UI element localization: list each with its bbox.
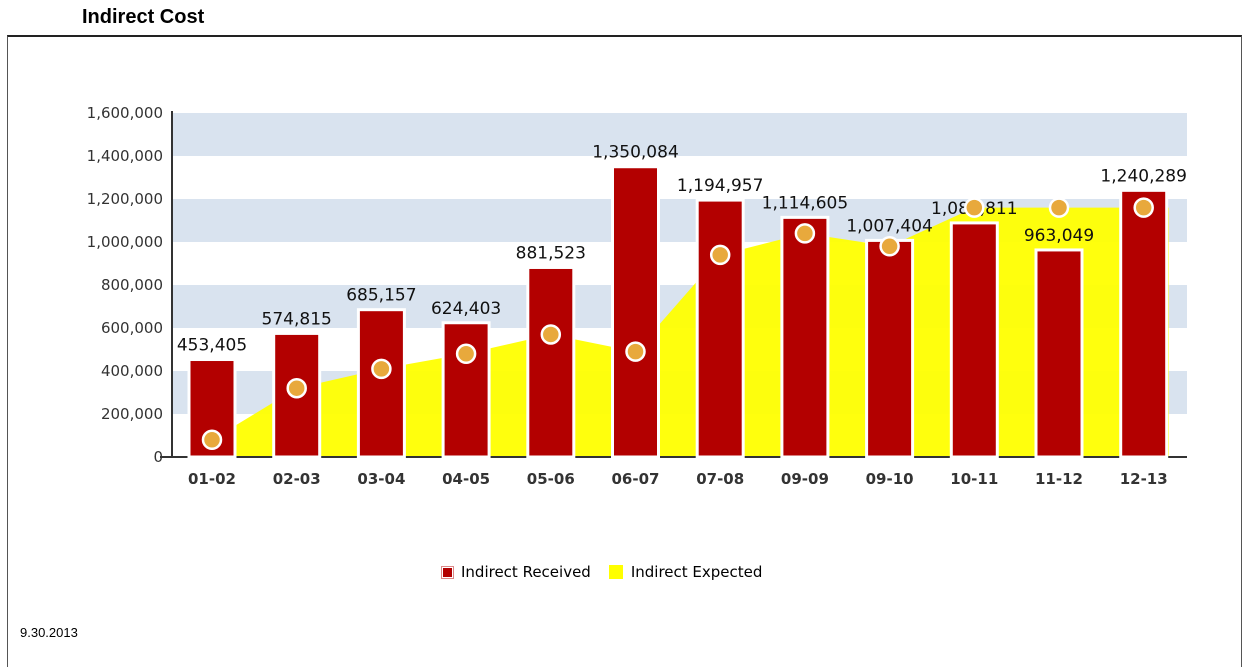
expected-marker (1048, 197, 1070, 218)
y-tick-label: 200,000 (101, 405, 163, 423)
x-tick-label: 01-02 (188, 470, 236, 488)
y-tick-label: 1,200,000 (87, 190, 163, 208)
y-tick-label: 1,600,000 (87, 104, 163, 122)
expected-marker (794, 223, 816, 244)
bar-indirect-received (865, 238, 915, 459)
bar-indirect-received (356, 308, 406, 459)
x-tick-label: 02-03 (273, 470, 321, 488)
bar-indirect-received (611, 165, 660, 459)
chart-frame (7, 35, 1242, 667)
indirect-cost-chart: 0 200,000 400,000 600,000 800,000 1,000,000 1,… (87, 104, 1187, 488)
bar-indirect-received (526, 265, 576, 459)
expected-marker (964, 197, 985, 218)
y-tick-label: 400,000 (101, 362, 163, 380)
bar-indirect-received (1034, 248, 1084, 459)
y-tick-label: 0 (153, 448, 163, 466)
expected-marker (709, 244, 731, 266)
bar-value-label: 1,194,957 (677, 176, 764, 196)
page-title: Indirect Cost (82, 6, 205, 28)
expected-marker (540, 324, 562, 345)
x-tick-label: 12-13 (1120, 470, 1168, 488)
bar-indirect-received (441, 321, 491, 459)
y-tick-label: 600,000 (101, 319, 163, 337)
bar-value-label: 1,007,404 (846, 216, 933, 236)
bar-value-label: 881,523 (516, 243, 586, 263)
x-tick-label: 03-04 (357, 470, 405, 488)
expected-marker (455, 343, 477, 365)
footer-date: 9.30.2013 (20, 625, 78, 640)
expected-marker (879, 236, 900, 257)
chart-legend: Indirect Received Indirect Expected (442, 563, 762, 581)
x-tick-label: 09-10 (866, 470, 914, 488)
x-tick-label: 10-11 (950, 470, 998, 488)
legend-item-received: Indirect Received (442, 563, 591, 581)
y-tick-label: 800,000 (101, 276, 163, 294)
legend-swatch-received (442, 566, 453, 578)
expected-marker (201, 429, 223, 451)
bar-indirect-received (695, 198, 745, 459)
bar-value-label: 574,815 (262, 309, 332, 329)
bar-indirect-received (949, 221, 999, 459)
bar-value-label: 1,350,084 (592, 143, 679, 163)
bar-value-label: 1,240,289 (1100, 166, 1187, 186)
legend-label-received: Indirect Received (461, 563, 591, 581)
bar-value-label: 453,405 (177, 336, 247, 356)
legend-swatch-expected (608, 565, 623, 579)
bar-value-label: 685,157 (346, 286, 416, 306)
x-tick-label: 07-08 (696, 470, 744, 488)
y-tick-label: 1,000,000 (87, 233, 163, 251)
bar-value-label: 624,403 (431, 299, 501, 319)
x-tick-label: 05-06 (527, 470, 575, 488)
expected-marker (625, 341, 646, 362)
bar-value-label: 1,114,605 (762, 193, 849, 213)
bar-value-label: 963,049 (1024, 226, 1094, 246)
x-tick-label: 04-05 (442, 470, 490, 488)
x-tick-label: 06-07 (612, 470, 660, 488)
x-tick-label: 09-09 (781, 470, 829, 488)
expected-marker (286, 377, 307, 399)
legend-item-expected: Indirect Expected (601, 563, 763, 581)
expected-marker (371, 358, 392, 380)
expected-marker (1133, 197, 1154, 218)
bar-indirect-received (780, 215, 830, 459)
bar-indirect-received (1119, 188, 1169, 459)
legend-label-expected: Indirect Expected (630, 563, 763, 581)
y-tick-label: 1,400,000 (87, 147, 163, 165)
expected-area (187, 207, 1169, 457)
chart-band (172, 113, 1187, 156)
x-tick-label: 11-12 (1035, 470, 1083, 488)
